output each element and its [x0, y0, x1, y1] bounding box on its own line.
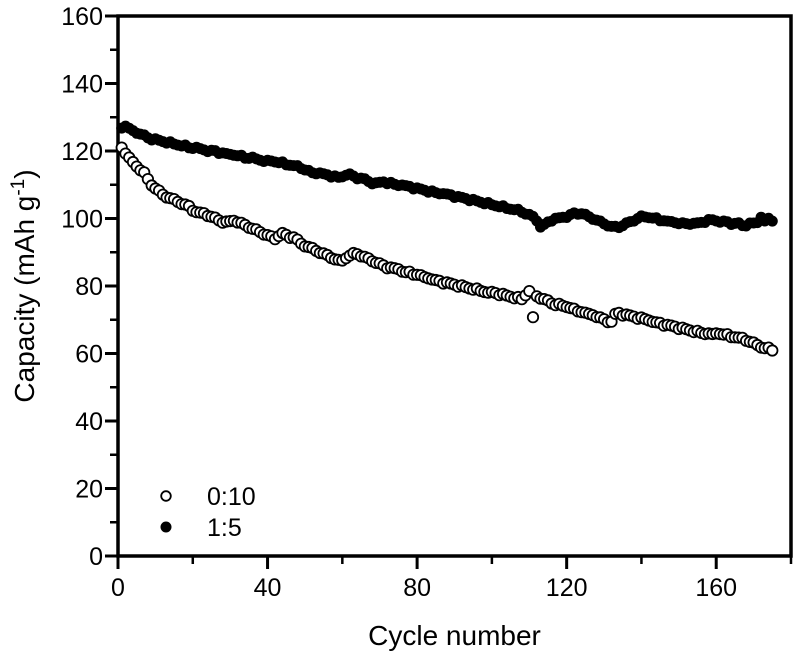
legend-label-0-10: 0:10: [207, 483, 256, 511]
legend-label-1-5: 1:5: [207, 514, 242, 542]
y-tick-label: 100: [61, 205, 103, 233]
y-tick-label: 0: [89, 543, 103, 571]
legend-open-circle-icon: [160, 490, 172, 502]
y-tick-label: 80: [75, 273, 103, 301]
x-tick-label: 160: [695, 574, 737, 602]
y-axis-title: Capacity (mAh g-1): [8, 169, 40, 402]
x-axis-title: Cycle number: [368, 620, 541, 651]
x-tick-label: 120: [546, 574, 588, 602]
y-tick-label: 120: [61, 138, 103, 166]
x-tick-label: 0: [111, 574, 125, 602]
y-tick-label: 160: [61, 3, 103, 31]
data-point-1-5: [766, 215, 778, 227]
legend-filled-circle-icon: [160, 521, 172, 533]
data-point-0-10: [526, 311, 540, 324]
data-point-0-10: [766, 344, 779, 357]
y-tick-label: 20: [75, 475, 103, 503]
y-tick-label: 60: [75, 340, 103, 368]
y-tick-label: 40: [75, 408, 103, 436]
y-tick-label: 140: [61, 70, 103, 98]
x-tick-label: 80: [403, 574, 431, 602]
x-tick-label: 40: [254, 574, 282, 602]
